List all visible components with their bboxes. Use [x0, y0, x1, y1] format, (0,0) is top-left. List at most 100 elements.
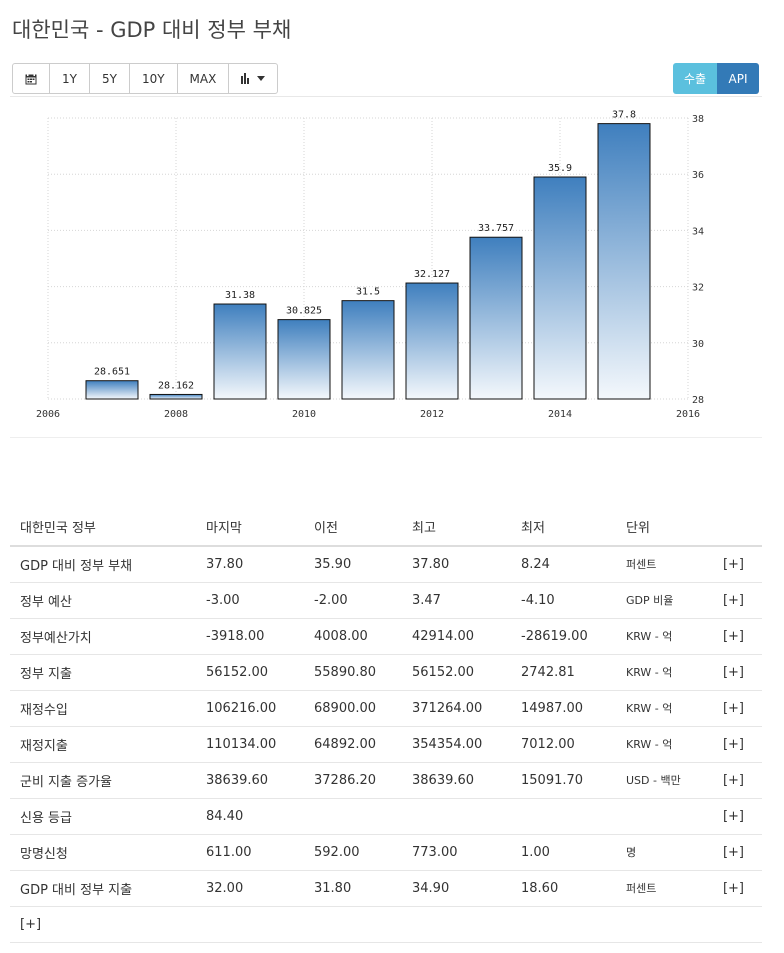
cell-last: 110134.00 [196, 726, 304, 763]
bar[interactable] [405, 282, 459, 400]
table-row: GDP 대비 정부 부채 37.80 35.90 37.80 8.24 퍼센트 [+] [10, 546, 762, 583]
cell-expand[interactable]: [+] [706, 834, 762, 871]
table-row: 정부 예산 -3.00 -2.00 3.47 -4.10 GDP 비율 [+] [10, 582, 762, 619]
table-row: 재정수입 106216.00 68900.00 371264.00 14987.00 KR… [10, 690, 762, 727]
cell-lowest [511, 798, 616, 835]
cell-highest: 37.80 [402, 546, 511, 583]
range-10y-button[interactable]: 10Y [130, 64, 178, 93]
y-tick-label: 28 [692, 395, 704, 406]
cell-last: 611.00 [196, 834, 304, 871]
range-max-button[interactable]: MAX [178, 64, 230, 93]
table-row: 정부 지출 56152.00 55890.80 56152.00 2742.81 KRW … [10, 654, 762, 691]
bar[interactable] [277, 319, 331, 400]
chart-type-dropdown[interactable] [229, 64, 277, 93]
cell-lowest: 1.00 [511, 834, 616, 871]
bar[interactable] [213, 303, 267, 400]
cell-indicator[interactable]: 신용 등급 [10, 798, 196, 835]
cell-indicator[interactable]: 재정지출 [10, 726, 196, 763]
bar-value-label: 28.651 [94, 367, 130, 378]
bar[interactable] [149, 393, 203, 400]
cell-unit: 퍼센트 [616, 870, 706, 907]
table-row: 정부예산가치 -3918.00 4008.00 42914.00 -28619.00 KR… [10, 618, 762, 655]
bar-value-label: 31.5 [356, 287, 380, 298]
cell-last: 56152.00 [196, 654, 304, 691]
calendar-button[interactable] [13, 64, 50, 93]
cell-lowest: -28619.00 [511, 618, 616, 655]
cell-highest: 56152.00 [402, 654, 511, 691]
cell-unit: USD - 백만 [616, 762, 706, 799]
cell-expand[interactable]: [+] [706, 762, 762, 799]
range-toolbar: 1Y 5Y 10Y MAX [12, 63, 279, 94]
cell-expand[interactable]: [+] [706, 654, 762, 691]
x-tick-label: 2008 [164, 409, 188, 420]
header-indicator: 대한민국 정부 [10, 508, 196, 547]
cell-previous: 31.80 [304, 870, 402, 907]
cell-unit: KRW - 억 [616, 690, 706, 727]
cell-indicator[interactable]: 정부예산가치 [10, 618, 196, 655]
api-button[interactable]: API [717, 63, 759, 94]
cell-previous: 64892.00 [304, 726, 402, 763]
cell-previous: 55890.80 [304, 654, 402, 691]
header-lowest: 최저 [511, 508, 616, 547]
cell-last: 32.00 [196, 870, 304, 907]
y-tick-label: 30 [692, 339, 704, 350]
y-tick-label: 32 [692, 283, 704, 294]
bar-value-label: 31.38 [225, 290, 255, 301]
y-tick-label: 36 [692, 170, 704, 181]
bar[interactable] [469, 236, 523, 400]
cell-indicator[interactable]: GDP 대비 정부 부채 [10, 546, 196, 583]
bar[interactable] [85, 380, 139, 400]
cell-indicator[interactable]: GDP 대비 정부 지출 [10, 870, 196, 907]
cell-previous: 592.00 [304, 834, 402, 871]
table-row: 망명신청 611.00 592.00 773.00 1.00 명 [+] [10, 834, 762, 871]
cell-highest: 371264.00 [402, 690, 511, 727]
table-header-row: 대한민국 정부 마지막 이전 최고 최저 단위 [10, 508, 762, 547]
cell-expand[interactable]: [+] [706, 870, 762, 907]
cell-highest: 42914.00 [402, 618, 511, 655]
table-row: 신용 등급 84.40 [+] [10, 798, 762, 835]
cell-unit: GDP 비율 [616, 582, 706, 619]
cell-previous: 37286.20 [304, 762, 402, 799]
caret-down-icon [257, 76, 266, 81]
cell-indicator[interactable]: 정부 예산 [10, 582, 196, 619]
x-tick-label: 2016 [676, 409, 700, 420]
x-tick-label: 2010 [292, 409, 316, 420]
government-indicators-table: 대한민국 정부 마지막 이전 최고 최저 단위 GDP 대비 정부 부채 37.8… [10, 508, 762, 907]
government-indicators-table-container: 대한민국 정부 마지막 이전 최고 최저 단위 GDP 대비 정부 부채 37.8… [10, 508, 762, 943]
bar[interactable] [533, 176, 587, 400]
cell-expand[interactable]: [+] [706, 618, 762, 655]
cell-highest: 3.47 [402, 582, 511, 619]
cell-indicator[interactable]: 정부 지출 [10, 654, 196, 691]
cell-last: 38639.60 [196, 762, 304, 799]
bar[interactable] [341, 300, 395, 400]
bar-value-label: 33.757 [478, 223, 514, 234]
more-indicators-link[interactable]: [+] [10, 907, 762, 943]
cell-previous [304, 798, 402, 835]
bar-value-label: 35.9 [548, 163, 572, 174]
y-tick-label: 38 [692, 114, 704, 125]
bar[interactable] [597, 123, 651, 400]
cell-expand[interactable]: [+] [706, 798, 762, 835]
cell-expand[interactable]: [+] [706, 582, 762, 619]
cell-lowest: -4.10 [511, 582, 616, 619]
cell-expand[interactable]: [+] [706, 546, 762, 583]
export-button[interactable]: 수출 [673, 63, 717, 94]
cell-expand[interactable]: [+] [706, 726, 762, 763]
cell-unit: KRW - 억 [616, 618, 706, 655]
range-1y-button[interactable]: 1Y [50, 64, 90, 93]
cell-indicator[interactable]: 망명신청 [10, 834, 196, 871]
cell-indicator[interactable]: 재정수입 [10, 690, 196, 727]
bar-chart-icon [241, 73, 250, 84]
cell-lowest: 7012.00 [511, 726, 616, 763]
bar-value-label: 30.825 [286, 306, 322, 317]
cell-indicator[interactable]: 군비 지출 증가율 [10, 762, 196, 799]
cell-unit: 퍼센트 [616, 546, 706, 583]
cell-expand[interactable]: [+] [706, 690, 762, 727]
cell-highest: 773.00 [402, 834, 511, 871]
bar-value-label: 32.127 [414, 269, 450, 280]
cell-lowest: 14987.00 [511, 690, 616, 727]
cell-highest: 38639.60 [402, 762, 511, 799]
range-5y-button[interactable]: 5Y [90, 64, 130, 93]
cell-previous: 68900.00 [304, 690, 402, 727]
bar-chart: 28.651 28.162 31.38 30.825 31.5 32.127 33.757 3… [36, 110, 704, 420]
